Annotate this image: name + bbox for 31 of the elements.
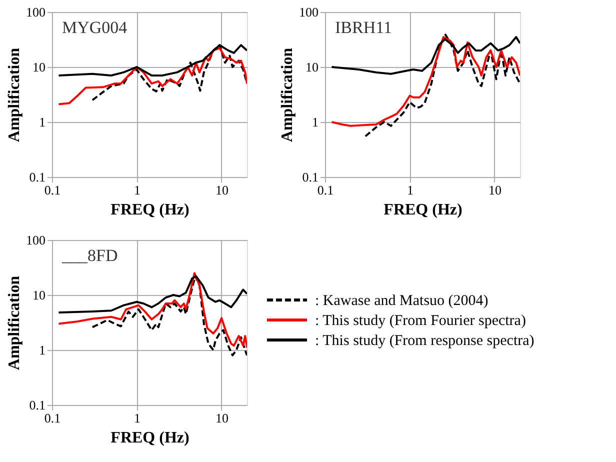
annotation: IBRH11 — [335, 18, 392, 37]
y-tick-label: 10 — [306, 60, 318, 74]
y-tick-label: 0.1 — [302, 170, 318, 184]
x-axis-title: FREQ (Hz) — [384, 202, 462, 218]
x-tick-label: 10 — [215, 410, 228, 426]
y-tick-label: 10 — [32, 288, 46, 302]
x-tick-label: 10 — [488, 182, 502, 198]
y-tick-label: 0.1 — [29, 170, 46, 184]
y-tick-label: 1 — [39, 342, 46, 358]
annotation: ___8FD — [61, 246, 118, 265]
x-tick-label: 1 — [134, 182, 140, 198]
y-tick-label: 100 — [299, 4, 318, 20]
y-tick-label: 100 — [26, 232, 46, 248]
x-tick-label: 10 — [215, 182, 228, 198]
x-tick-label: 1 — [134, 410, 140, 426]
x-tick-label: 1 — [406, 182, 414, 198]
y-tick-label: 1 — [312, 114, 318, 130]
legend-label: : Kawase and Matsuo (2004) — [315, 293, 488, 309]
annotation: MYG004 — [62, 18, 128, 37]
y-tick-label: 10 — [32, 60, 46, 74]
x-axis-title: FREQ (Hz) — [110, 430, 190, 446]
legend-label: : This study (From response spectra) — [315, 333, 534, 349]
x-tick-label: 0.1 — [317, 182, 334, 198]
y-axis-title: Amplification — [6, 276, 23, 370]
y-tick-label: 0.1 — [29, 398, 46, 412]
x-axis-title: FREQ (Hz) — [110, 202, 190, 218]
y-tick-label: 100 — [26, 4, 46, 20]
y-axis-title: Amplification — [6, 48, 23, 142]
y-tick-label: 1 — [39, 114, 46, 130]
y-axis-title: Amplification — [279, 48, 296, 142]
legend-label: : This study (From Fourier spectra) — [315, 313, 526, 329]
